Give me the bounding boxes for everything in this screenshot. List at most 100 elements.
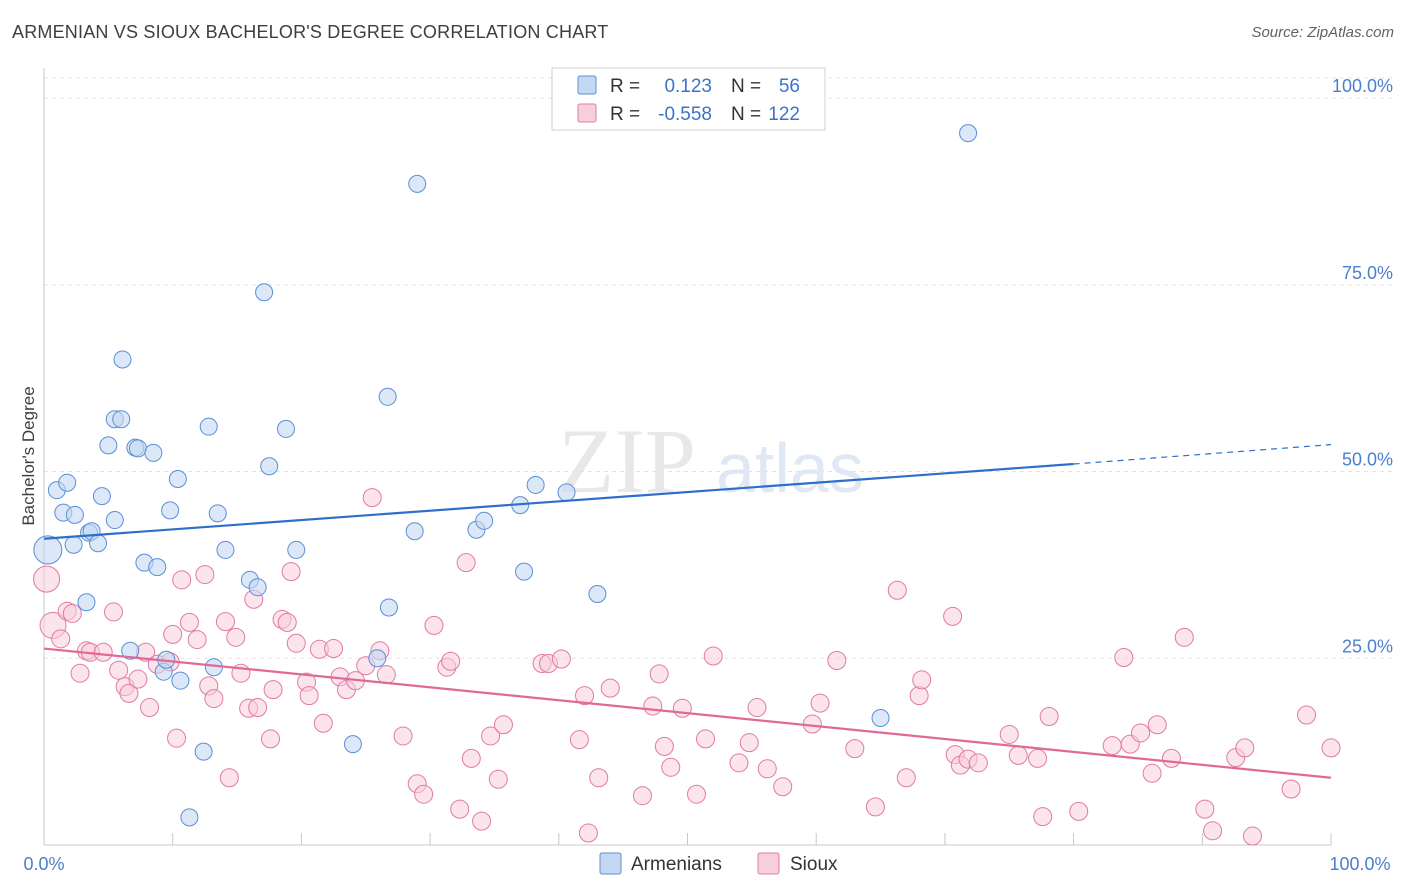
sioux-point — [488, 769, 508, 789]
sioux-point — [569, 730, 589, 750]
sioux-point — [187, 630, 207, 650]
armenians-trend-extension — [1073, 444, 1332, 465]
sioux-point — [1142, 763, 1162, 783]
series-legend-label-sioux: Sioux — [790, 854, 838, 875]
sioux-point — [226, 627, 246, 647]
series-legend-swatch-armenians — [599, 852, 622, 875]
armenian-point — [343, 735, 362, 754]
sioux-point — [456, 553, 476, 573]
sioux-point — [1131, 723, 1151, 743]
sioux-point — [299, 686, 319, 706]
axis-layer — [43, 68, 1332, 846]
sioux-point — [172, 570, 192, 590]
sioux-point — [1174, 627, 1194, 647]
legend-swatch-armenians — [577, 75, 597, 95]
sioux-point — [845, 739, 865, 759]
armenian-point — [77, 593, 96, 612]
armenian-point — [248, 578, 267, 597]
trend-lines — [43, 444, 1332, 779]
sioux-point — [1161, 748, 1181, 768]
sioux-point — [362, 488, 382, 508]
sioux-point — [827, 650, 847, 670]
armenian-point — [588, 585, 607, 604]
sioux-point — [248, 698, 268, 718]
sioux-point — [1069, 801, 1089, 821]
sioux-point — [1008, 745, 1028, 765]
legend-r-label-sioux: R = — [610, 104, 640, 125]
armenian-point — [92, 487, 111, 506]
sioux-point — [1242, 826, 1262, 846]
armenians-trend-line — [43, 462, 1074, 540]
legend-r-value-sioux: -0.558 — [658, 104, 712, 125]
sioux-point — [261, 729, 281, 749]
sioux-point — [1297, 705, 1317, 725]
legend-swatch-sioux — [577, 103, 597, 123]
grid-layer — [44, 77, 1394, 659]
armenian-point — [128, 439, 147, 458]
sioux-point — [729, 753, 749, 773]
sioux-point — [649, 664, 669, 684]
chart-source: Source: ZipAtlas.com — [1251, 24, 1394, 41]
sioux-point — [773, 777, 793, 797]
y-axis-title: Bachelor's Degree — [19, 386, 38, 525]
armenian-points — [33, 124, 978, 827]
sioux-point — [286, 633, 306, 653]
sioux-point — [1028, 748, 1048, 768]
x-tick-label-min: 0.0% — [23, 854, 64, 874]
sioux-point — [551, 649, 571, 669]
sioux-point — [128, 669, 148, 689]
sioux-point — [441, 651, 461, 671]
sioux-point — [277, 612, 297, 632]
sioux-point — [376, 665, 396, 685]
armenian-point — [113, 350, 132, 369]
armenian-point — [194, 742, 213, 761]
sioux-point — [1147, 715, 1167, 735]
sioux-point — [896, 768, 916, 788]
armenian-point — [526, 475, 545, 494]
armenian-point — [557, 483, 576, 502]
armenian-point — [144, 443, 163, 462]
sioux-point — [93, 642, 113, 662]
sioux-point — [424, 615, 444, 635]
sioux-point — [661, 757, 681, 777]
armenian-point — [148, 558, 167, 577]
series-legend-label-armenians: Armenians — [631, 854, 722, 875]
sioux-point — [481, 726, 501, 746]
armenian-point — [161, 501, 180, 520]
armenian-point — [199, 417, 218, 436]
sioux-point — [1321, 738, 1341, 758]
sioux-point — [747, 698, 767, 718]
armenian-point — [105, 511, 124, 530]
sioux-point — [643, 696, 663, 716]
sioux-point — [167, 728, 187, 748]
sioux-point — [757, 759, 777, 779]
sioux-point — [414, 784, 434, 804]
armenian-point — [276, 419, 295, 438]
sioux-point — [654, 736, 674, 756]
sioux-point — [1033, 807, 1053, 827]
sioux-point — [33, 565, 61, 593]
watermark-zip: ZIP — [558, 410, 696, 512]
armenian-point — [180, 808, 199, 827]
series-legend: Armenians Sioux — [599, 852, 838, 875]
armenian-point — [368, 649, 387, 668]
sioux-point — [62, 603, 82, 623]
sioux-point — [1203, 821, 1223, 841]
armenian-point — [89, 534, 108, 553]
legend-n-value-armenians: 56 — [779, 76, 800, 97]
armenian-point — [405, 522, 424, 541]
x-tick-label-max: 100.0% — [1329, 854, 1390, 874]
sioux-point — [1195, 799, 1215, 819]
sioux-point — [887, 580, 907, 600]
sioux-point — [263, 680, 283, 700]
sioux-point — [999, 724, 1019, 744]
armenian-point — [287, 540, 306, 559]
sioux-point — [1039, 707, 1059, 727]
armenian-point — [408, 174, 427, 193]
sioux-point — [810, 693, 830, 713]
armenian-point — [121, 641, 140, 660]
sioux-point — [1114, 648, 1134, 668]
armenian-point — [58, 473, 77, 492]
armenian-point — [65, 505, 84, 524]
sioux-point — [204, 689, 224, 709]
